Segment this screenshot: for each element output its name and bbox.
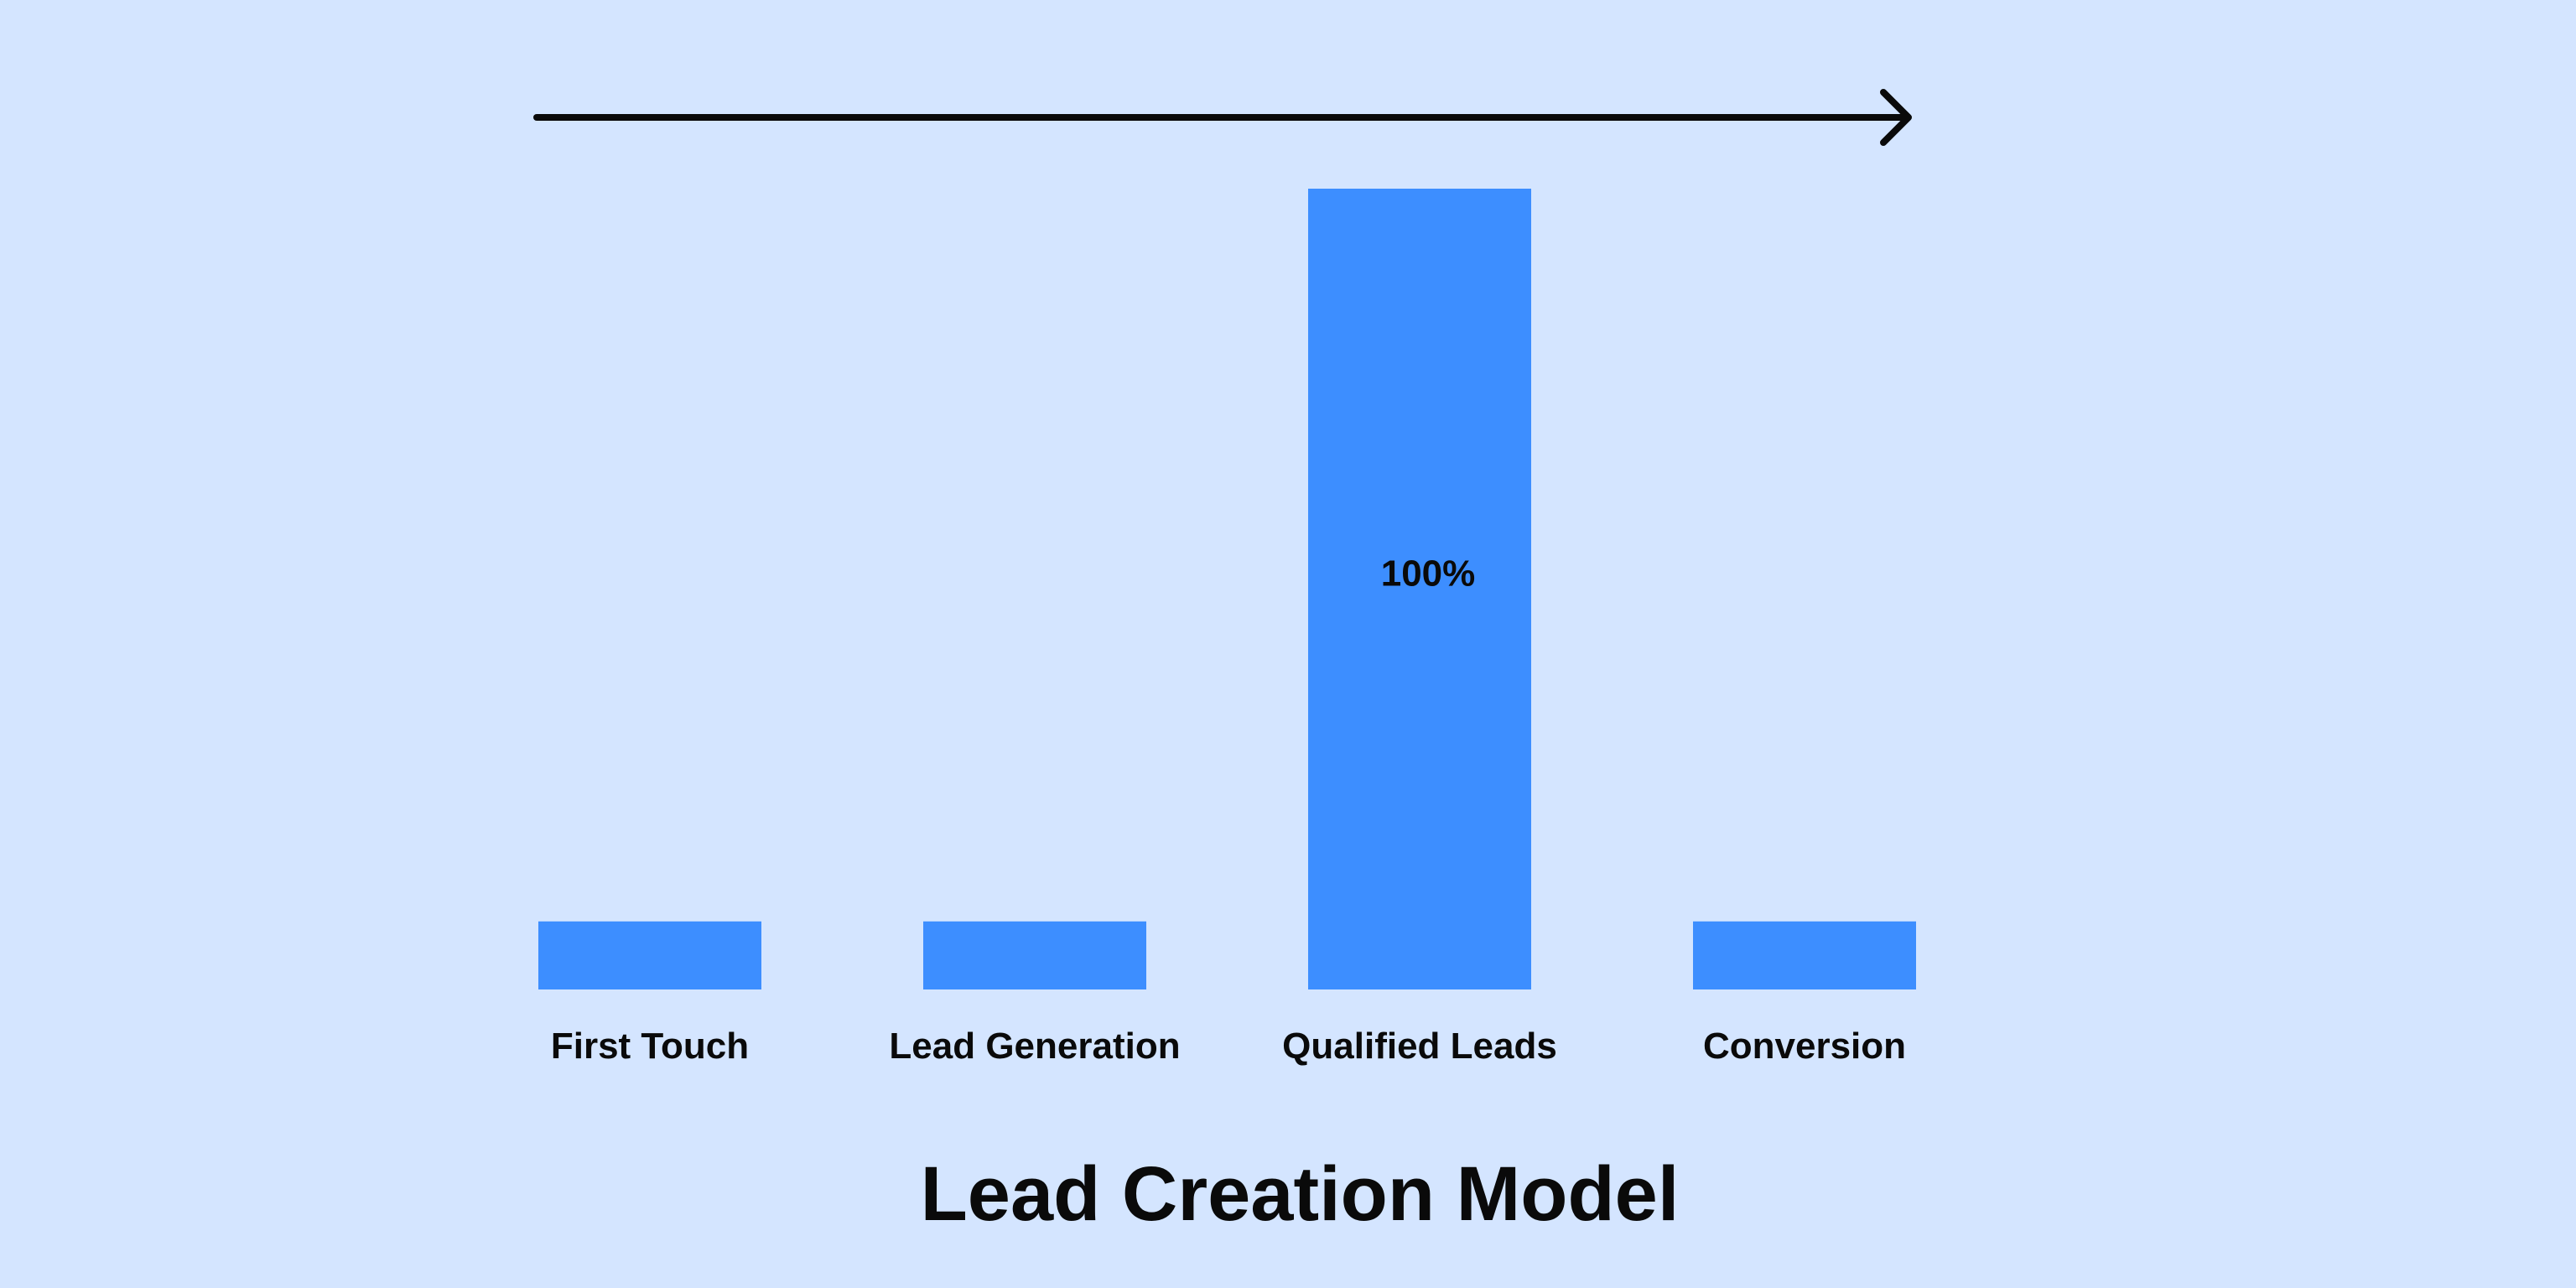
category-label: First Touch <box>551 1026 749 1067</box>
category-label: Qualified Leads <box>1282 1026 1557 1067</box>
data-label: 100% <box>1381 553 1476 594</box>
category-labels: First Touch Lead Generation Qualified Lead… <box>551 1026 1906 1067</box>
category-label: Lead Generation <box>889 1026 1180 1067</box>
bar-conversion <box>1693 921 1916 989</box>
category-label: Conversion <box>1703 1026 1906 1067</box>
bar-lead-generation <box>923 921 1146 989</box>
bars: 100% <box>538 189 1916 989</box>
bar-first-touch <box>538 921 761 989</box>
arrow-head <box>1880 89 1912 146</box>
chart-title: Lead Creation Model <box>921 1151 1680 1237</box>
bar-qualified-leads <box>1308 189 1531 989</box>
progress-arrow <box>533 89 1912 146</box>
